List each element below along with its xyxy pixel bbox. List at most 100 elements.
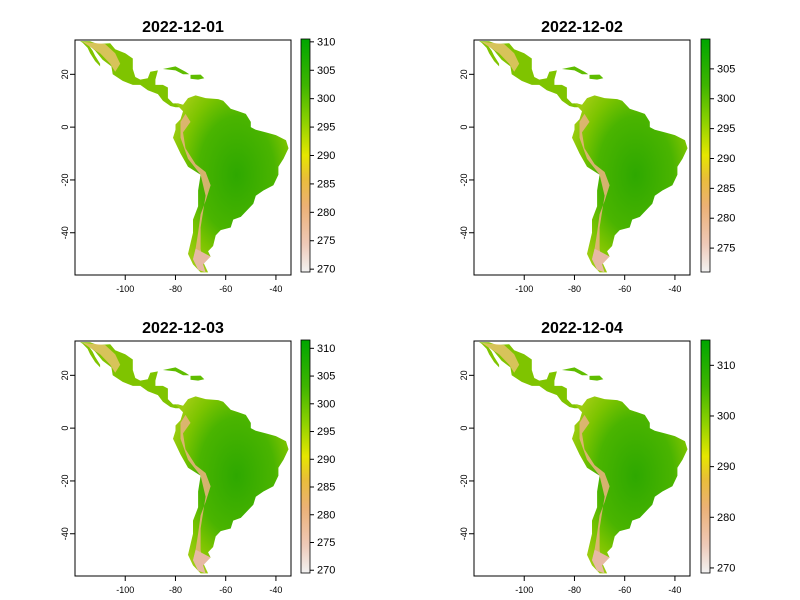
legend-tick-label: 275: [717, 243, 735, 255]
map-panel: 2022-12-03 -100 -80 -60 -40 20 0 -20 -40 310 305 30…: [60, 320, 335, 595]
y-tick-label: 20: [459, 69, 469, 79]
y-tick-label: -20: [459, 474, 469, 487]
y-tick-label: 0: [459, 125, 469, 130]
andes-region: [180, 113, 211, 268]
map-panel: 2022-12-01 -100 -80 -60 -40 20 0 -20 -40 310 305 30…: [60, 19, 335, 294]
legend-tick-label: 290: [317, 150, 335, 162]
legend-tick-label: 275: [317, 235, 335, 247]
land-central-america: [479, 342, 582, 409]
land-cuba: [162, 367, 190, 376]
y-tick-label: -20: [459, 173, 469, 186]
legend-tick-label: 300: [717, 410, 735, 422]
legend-tick-label: 295: [717, 123, 735, 135]
x-tick-label: -100: [515, 284, 533, 294]
land-hispaniola: [589, 375, 604, 381]
land-raster: [479, 342, 688, 574]
legend-colorbar: 310 300 290 280 270: [700, 339, 735, 574]
land-cuba: [162, 66, 190, 75]
land-raster: [80, 342, 289, 574]
y-tick-label: 0: [459, 426, 469, 431]
andes-region: [180, 414, 211, 569]
land-hispaniola: [190, 375, 205, 381]
patagonia-region: [193, 248, 211, 273]
colorbar-scale: [700, 38, 711, 273]
legend-tick-label: 270: [717, 562, 735, 574]
patagonia-region: [592, 248, 610, 273]
colorbar-scale: [300, 38, 311, 273]
y-tick-label: 20: [459, 370, 469, 380]
legend-tick-label: 295: [317, 426, 335, 438]
x-tick-label: -60: [618, 585, 631, 595]
x-tick-label: -80: [169, 585, 182, 595]
plot-frame: [473, 39, 691, 276]
legend-colorbar: 310 305 300 295 290 285 280 275 270: [300, 339, 335, 577]
legend-tick-label: 275: [317, 537, 335, 549]
legend-colorbar: 310 305 300 295 290 285 280 275 270: [300, 36, 335, 276]
plot-frame: [473, 340, 691, 577]
panel-title: 2022-12-03: [142, 320, 224, 337]
legend-tick-label: 300: [317, 93, 335, 105]
legend-tick-label: 290: [717, 153, 735, 165]
panel-title: 2022-12-02: [541, 19, 623, 36]
legend-tick-label: 285: [717, 183, 735, 195]
y-tick-label: 20: [60, 69, 70, 79]
patagonia-region: [592, 549, 610, 574]
colorbar-scale: [700, 339, 711, 574]
mexico-plateau: [481, 342, 520, 373]
plot-frame: [74, 340, 292, 577]
land-cuba: [561, 367, 589, 376]
x-tick-label: -40: [269, 585, 282, 595]
land-hispaniola: [589, 74, 604, 80]
legend-tick-label: 310: [317, 343, 335, 355]
x-tick-label: -40: [668, 585, 681, 595]
legend-colorbar: 305 300 295 290 285 280 275: [700, 38, 735, 273]
x-tick-label: -60: [618, 284, 631, 294]
map-panel: 2022-12-04 -100 -80 -60 -40 20 0 -20 -40 310 300 29…: [459, 320, 735, 595]
legend-tick-label: 290: [717, 461, 735, 473]
legend-tick-label: 280: [717, 512, 735, 524]
land-cuba: [561, 66, 589, 75]
y-tick-label: 0: [60, 426, 70, 431]
x-tick-label: -100: [515, 585, 533, 595]
land-hispaniola: [190, 74, 205, 80]
x-tick-label: -80: [169, 284, 182, 294]
x-tick-label: -100: [116, 585, 134, 595]
legend-tick-label: 290: [317, 454, 335, 466]
land-central-america: [80, 342, 183, 409]
y-tick-label: -40: [459, 527, 469, 540]
x-tick-label: -40: [668, 284, 681, 294]
legend-tick-label: 310: [717, 360, 735, 372]
land-south-america: [572, 95, 688, 273]
x-tick-label: -60: [219, 585, 232, 595]
map-panel: 2022-12-02 -100 -80 -60 -40 20 0 -20 -40 305 300 29…: [459, 19, 735, 294]
land-south-america: [173, 396, 289, 574]
colorbar-scale: [300, 339, 311, 574]
legend-tick-label: 300: [717, 93, 735, 105]
y-tick-label: -40: [459, 226, 469, 239]
legend-tick-label: 295: [317, 122, 335, 134]
land-central-america: [479, 41, 582, 108]
panel-title: 2022-12-04: [541, 320, 623, 337]
land-raster: [80, 41, 289, 273]
land-central-america: [80, 41, 183, 108]
legend-tick-label: 270: [317, 565, 335, 577]
x-tick-label: -80: [568, 585, 581, 595]
legend-tick-label: 280: [317, 509, 335, 521]
andes-region: [579, 414, 610, 569]
legend-tick-label: 285: [317, 178, 335, 190]
x-tick-label: -40: [269, 284, 282, 294]
legend-tick-label: 270: [317, 264, 335, 276]
y-tick-label: -20: [60, 173, 70, 186]
plot-frame: [74, 39, 292, 276]
legend-tick-label: 305: [317, 65, 335, 77]
x-tick-label: -80: [568, 284, 581, 294]
legend-tick-label: 305: [717, 63, 735, 75]
y-tick-label: 0: [60, 125, 70, 130]
mexico-plateau: [82, 342, 121, 373]
y-tick-label: 20: [60, 370, 70, 380]
mexico-plateau: [481, 41, 520, 72]
x-tick-label: -100: [116, 284, 134, 294]
legend-tick-label: 310: [317, 36, 335, 48]
x-tick-label: -60: [219, 284, 232, 294]
land-south-america: [572, 396, 688, 574]
